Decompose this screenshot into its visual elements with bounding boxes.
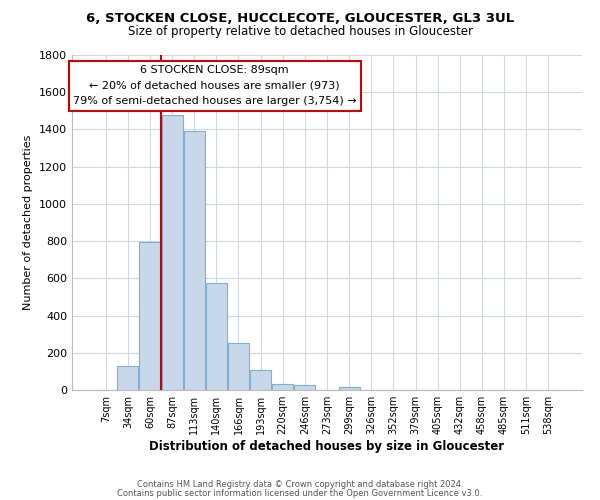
Bar [118,366,139,390]
Text: 6, STOCKEN CLOSE, HUCCLECOTE, GLOUCESTER, GL3 3UL: 6, STOCKEN CLOSE, HUCCLECOTE, GLOUCESTER… [86,12,514,26]
Text: Contains HM Land Registry data © Crown copyright and database right 2024.: Contains HM Land Registry data © Crown c… [137,480,463,489]
Bar [161,116,182,390]
Bar [206,283,227,390]
Bar [228,344,249,390]
Bar [184,132,205,390]
Bar [250,370,271,390]
Bar [295,386,316,390]
X-axis label: Distribution of detached houses by size in Gloucester: Distribution of detached houses by size … [149,440,505,453]
Bar [139,242,160,390]
Bar [338,387,359,390]
Title: 6, STOCKEN CLOSE, HUCCLECOTE, GLOUCESTER, GL3 3UL
Size of property relative to d: 6, STOCKEN CLOSE, HUCCLECOTE, GLOUCESTER… [0,499,1,500]
Y-axis label: Number of detached properties: Number of detached properties [23,135,34,310]
Text: 6 STOCKEN CLOSE: 89sqm
← 20% of detached houses are smaller (973)
79% of semi-de: 6 STOCKEN CLOSE: 89sqm ← 20% of detached… [73,65,356,106]
Text: Contains public sector information licensed under the Open Government Licence v3: Contains public sector information licen… [118,488,482,498]
Bar [272,384,293,390]
Text: Size of property relative to detached houses in Gloucester: Size of property relative to detached ho… [128,25,473,38]
